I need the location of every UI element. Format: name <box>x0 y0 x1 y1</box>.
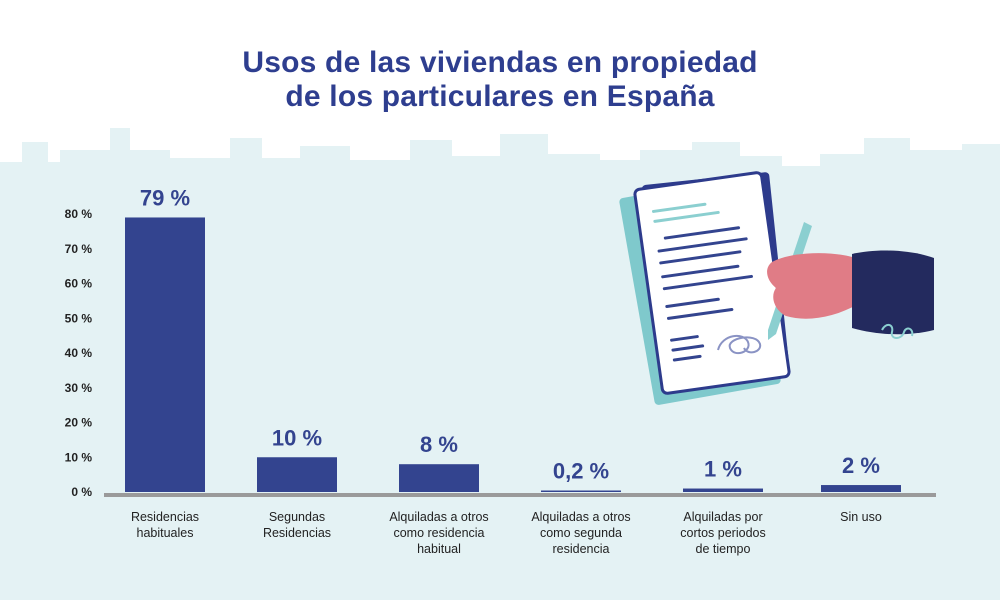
x-axis-labels: Residencias habituales Segundas Residencias… <box>131 510 882 556</box>
x-category-label: de tiempo <box>696 542 751 556</box>
bar <box>125 217 205 492</box>
x-category-label: Alquiladas a otros <box>389 510 488 524</box>
x-category-label: residencia <box>553 542 610 556</box>
sleeve <box>852 250 934 335</box>
contract-signing-illustration <box>619 171 934 405</box>
bar <box>257 457 337 492</box>
signature-scribble <box>717 334 762 355</box>
x-category-label: Residencias <box>263 526 331 540</box>
x-category-label: como residencia <box>393 526 484 540</box>
bar-value-label: 8 % <box>420 432 458 457</box>
hand <box>767 253 858 319</box>
x-category-label: Residencias <box>131 510 199 524</box>
bar <box>683 488 763 492</box>
x-category-label: Segundas <box>269 510 325 524</box>
x-category-label: Alquiladas a otros <box>531 510 630 524</box>
x-category-label: habitual <box>417 542 461 556</box>
y-tick-label: 60 % <box>65 277 93 291</box>
bar-value-label: 0,2 % <box>553 459 609 484</box>
y-tick-label: 70 % <box>65 242 93 256</box>
bar <box>399 464 479 492</box>
document-text-lines <box>651 202 753 362</box>
bar-value-label: 2 % <box>842 453 880 478</box>
y-tick-label: 30 % <box>65 381 93 395</box>
y-tick-label: 0 % <box>71 485 92 499</box>
sleeve-cuff-squiggle <box>881 324 914 339</box>
x-category-label: Alquiladas por <box>683 510 762 524</box>
y-tick-label: 40 % <box>65 346 93 360</box>
bar-value-label: 10 % <box>272 425 322 450</box>
bars: 79 % 10 % 8 % 0,2 % 1 % 2 % <box>125 185 901 492</box>
x-category-label: cortos periodos <box>680 526 765 540</box>
bar <box>541 490 621 492</box>
chart-title-line-2: de los particulares en España <box>285 80 715 113</box>
y-tick-label: 20 % <box>65 416 93 430</box>
x-category-label: Sin uso <box>840 510 882 524</box>
y-axis: 0 % 10 % 20 % 30 % 40 % 50 % 60 % 70 % 80 % <box>65 207 93 499</box>
bar-value-label: 79 % <box>140 185 190 210</box>
y-tick-label: 80 % <box>65 207 93 221</box>
bar <box>821 485 901 492</box>
y-tick-label: 10 % <box>65 450 93 464</box>
bar-value-label: 1 % <box>704 457 742 482</box>
y-tick-label: 50 % <box>65 311 93 325</box>
x-category-label: como segunda <box>540 526 622 540</box>
chart-title-line-1: Usos de las viviendas en propiedad <box>242 46 758 79</box>
x-category-label: habituales <box>137 526 194 540</box>
